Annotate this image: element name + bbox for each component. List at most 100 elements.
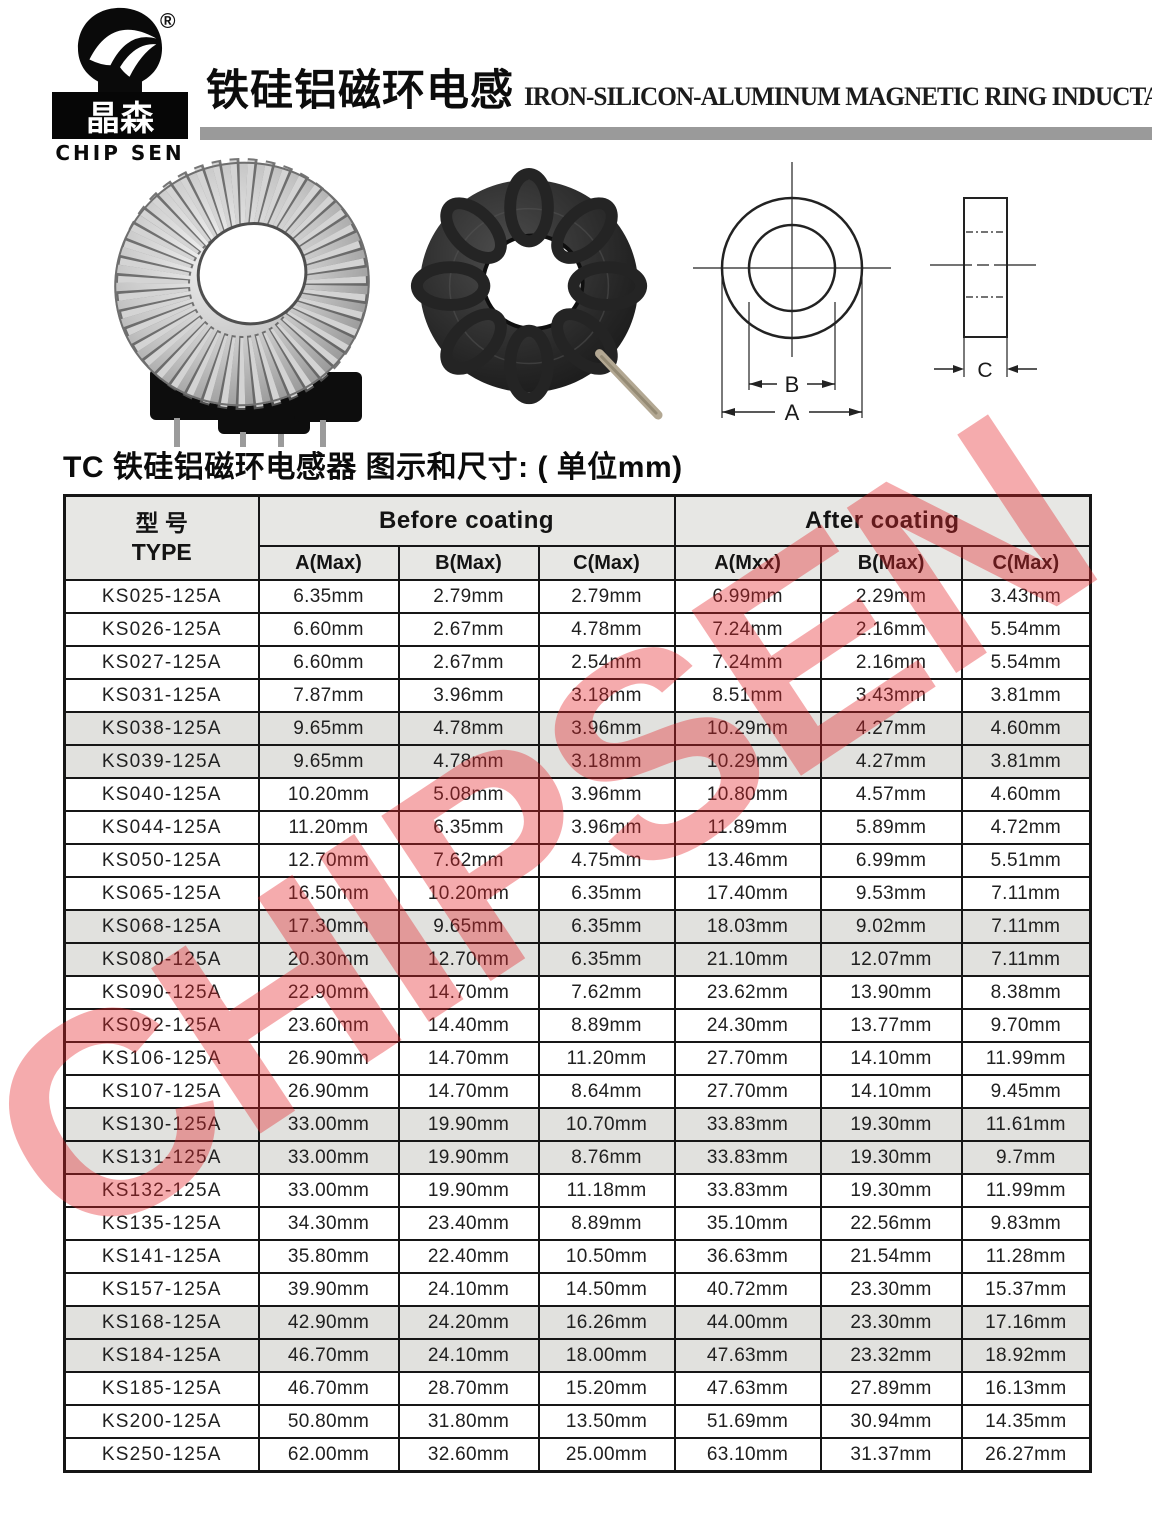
dim-label-a: A xyxy=(785,400,800,425)
type-cell: KS250-125A xyxy=(63,1437,260,1473)
brand-name-chinese: 晶森 xyxy=(52,92,188,139)
value-cell: 2.79mm xyxy=(537,579,676,614)
value-cell: 33.00mm xyxy=(257,1107,400,1142)
value-cell: 31.37mm xyxy=(819,1437,963,1473)
value-cell: 2.79mm xyxy=(397,579,540,614)
value-cell: 6.60mm xyxy=(257,612,400,647)
brand-name-english: CHIP SEN xyxy=(55,141,185,165)
value-cell: 11.99mm xyxy=(960,1173,1092,1208)
type-header-en: TYPE xyxy=(131,539,192,565)
value-cell: 18.92mm xyxy=(960,1338,1092,1373)
value-cell: 27.70mm xyxy=(673,1041,822,1076)
type-cell: KS039-125A xyxy=(63,744,260,779)
value-cell: 9.45mm xyxy=(960,1074,1092,1109)
type-cell: KS068-125A xyxy=(63,909,260,944)
value-cell: 7.11mm xyxy=(960,909,1092,944)
value-cell: 21.54mm xyxy=(819,1239,963,1274)
value-cell: 17.16mm xyxy=(960,1305,1092,1340)
value-cell: 6.99mm xyxy=(819,843,963,878)
table-row: KS038-125A 9.65mm 4.78mm 3.96mm 10.29mm … xyxy=(63,711,1092,746)
value-cell: 12.70mm xyxy=(257,843,400,878)
value-cell: 26.90mm xyxy=(257,1074,400,1109)
value-cell: 33.83mm xyxy=(673,1173,822,1208)
value-cell: 14.70mm xyxy=(397,1041,540,1076)
table-row: KS050-125A 12.70mm 7.62mm 4.75mm 13.46mm… xyxy=(63,843,1092,878)
value-cell: 24.20mm xyxy=(397,1305,540,1340)
brand-logo: ® 晶森 CHIP SEN xyxy=(52,6,188,165)
value-cell: 6.35mm xyxy=(537,876,676,911)
value-cell: 27.89mm xyxy=(819,1371,963,1406)
value-cell: 16.13mm xyxy=(960,1371,1092,1406)
value-cell: 23.32mm xyxy=(819,1338,963,1373)
page-title-chinese: 铁硅铝磁环电感 xyxy=(206,67,514,115)
value-cell: 9.7mm xyxy=(960,1140,1092,1175)
value-cell: 15.37mm xyxy=(960,1272,1092,1307)
column-header-a-max-before: A(Max) xyxy=(257,545,400,581)
arrowheads xyxy=(722,380,862,416)
value-cell: 11.89mm xyxy=(673,810,822,845)
value-cell: 7.24mm xyxy=(673,612,822,647)
value-cell: 22.56mm xyxy=(819,1206,963,1241)
table-row: KS044-125A 11.20mm 6.35mm 3.96mm 11.89mm… xyxy=(63,810,1092,845)
table-row: KS131-125A 33.00mm 19.90mm 8.76mm 33.83m… xyxy=(63,1140,1092,1175)
value-cell: 8.51mm xyxy=(673,678,822,713)
value-cell: 19.30mm xyxy=(819,1173,963,1208)
value-cell: 2.16mm xyxy=(819,612,963,647)
value-cell: 3.18mm xyxy=(537,678,676,713)
table-row: KS027-125A 6.60mm 2.67mm 2.54mm 7.24mm 2… xyxy=(63,645,1092,680)
value-cell: 2.67mm xyxy=(397,645,540,680)
value-cell: 6.35mm xyxy=(257,579,400,614)
table-row: KS135-125A 34.30mm 23.40mm 8.89mm 35.10m… xyxy=(63,1206,1092,1241)
value-cell: 2.67mm xyxy=(397,612,540,647)
value-cell: 11.20mm xyxy=(257,810,400,845)
value-cell: 5.51mm xyxy=(960,843,1092,878)
value-cell: 2.29mm xyxy=(819,579,963,614)
spec-table-body: KS025-125A 6.35mm 2.79mm 2.79mm 6.99mm 2… xyxy=(63,579,1092,1473)
type-cell: KS090-125A xyxy=(63,975,260,1010)
value-cell: 7.62mm xyxy=(397,843,540,878)
table-row: KS090-125A 22.90mm 14.70mm 7.62mm 23.62m… xyxy=(63,975,1092,1010)
dimension-drawing-side-view: C xyxy=(930,197,1040,382)
value-cell: 4.75mm xyxy=(537,843,676,878)
table-row: KS168-125A 42.90mm 24.20mm 16.26mm 44.00… xyxy=(63,1305,1092,1340)
value-cell: 10.29mm xyxy=(673,711,822,746)
value-cell: 4.27mm xyxy=(819,744,963,779)
table-row: KS185-125A 46.70mm 28.70mm 15.20mm 47.63… xyxy=(63,1371,1092,1406)
value-cell: 46.70mm xyxy=(257,1338,400,1373)
value-cell: 26.90mm xyxy=(257,1041,400,1076)
dim-label-c: C xyxy=(977,359,992,382)
value-cell: 4.57mm xyxy=(819,777,963,812)
value-cell: 20.30mm xyxy=(257,942,400,977)
value-cell: 8.89mm xyxy=(537,1206,676,1241)
value-cell: 28.70mm xyxy=(397,1371,540,1406)
table-row: KS184-125A 46.70mm 24.10mm 18.00mm 47.63… xyxy=(63,1338,1092,1373)
silver-winding xyxy=(114,158,370,410)
value-cell: 12.07mm xyxy=(819,942,963,977)
value-cell: 24.10mm xyxy=(397,1338,540,1373)
value-cell: 3.96mm xyxy=(537,711,676,746)
table-row: KS130-125A 33.00mm 19.90mm 10.70mm 33.83… xyxy=(63,1107,1092,1142)
value-cell: 11.18mm xyxy=(537,1173,676,1208)
value-cell: 3.43mm xyxy=(960,579,1092,614)
value-cell: 8.64mm xyxy=(537,1074,676,1109)
value-cell: 19.30mm xyxy=(819,1107,963,1142)
table-row: KS106-125A 26.90mm 14.70mm 11.20mm 27.70… xyxy=(63,1041,1092,1076)
spec-table: 型 号 TYPE Before coating After coating A(… xyxy=(63,494,1093,1473)
column-header-type: 型 号 TYPE xyxy=(63,494,260,581)
table-row: KS250-125A 62.00mm 32.60mm 25.00mm 63.10… xyxy=(63,1437,1092,1473)
value-cell: 14.40mm xyxy=(397,1008,540,1043)
value-cell: 51.69mm xyxy=(673,1404,822,1439)
value-cell: 3.96mm xyxy=(537,810,676,845)
value-cell: 14.70mm xyxy=(397,975,540,1010)
type-cell: KS092-125A xyxy=(63,1008,260,1043)
spec-table-head: 型 号 TYPE Before coating After coating A(… xyxy=(63,494,1092,581)
value-cell: 33.83mm xyxy=(673,1107,822,1142)
value-cell: 9.65mm xyxy=(257,711,400,746)
value-cell: 19.90mm xyxy=(397,1173,540,1208)
value-cell: 21.10mm xyxy=(673,942,822,977)
value-cell: 47.63mm xyxy=(673,1338,822,1373)
value-cell: 9.70mm xyxy=(960,1008,1092,1043)
value-cell: 16.50mm xyxy=(257,876,400,911)
column-header-b-max-before: B(Max) xyxy=(397,545,540,581)
type-cell: KS027-125A xyxy=(63,645,260,680)
